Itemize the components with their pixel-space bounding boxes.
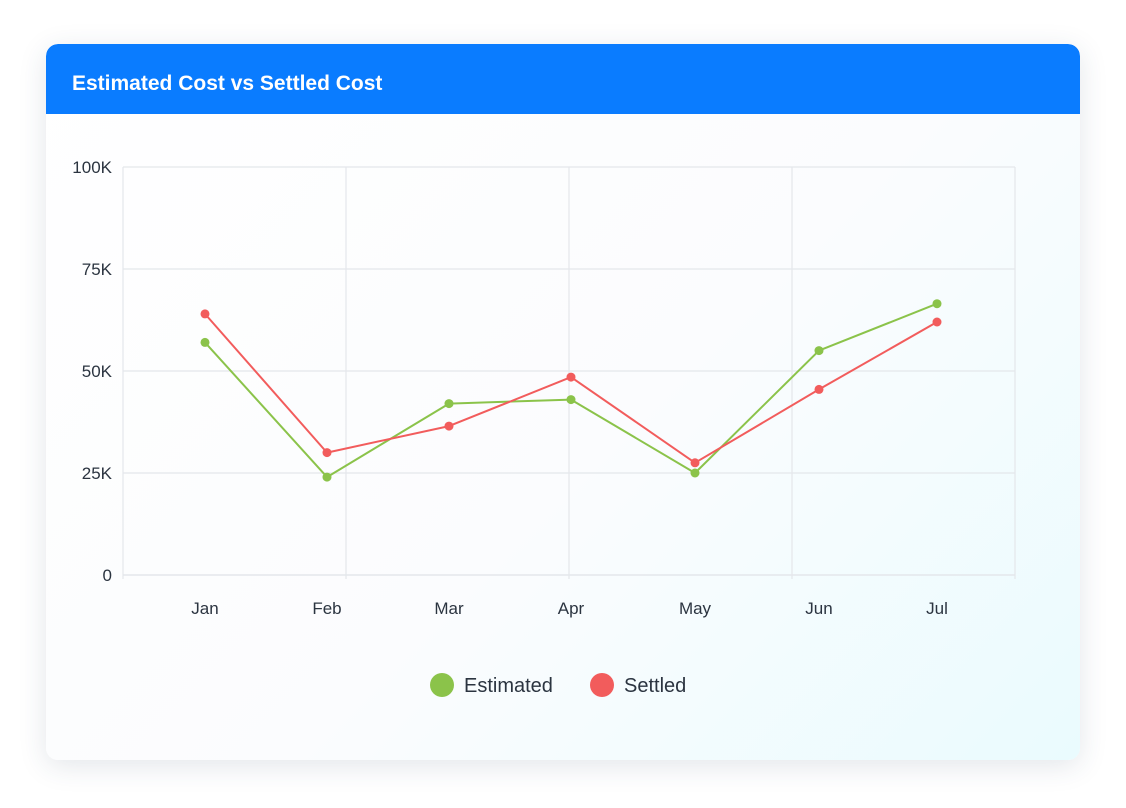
settled-point[interactable]: [690, 458, 700, 468]
legend-label: Settled: [624, 675, 686, 697]
estimated-point[interactable]: [690, 468, 700, 478]
x-tick-label: Apr: [558, 599, 585, 618]
settled-point[interactable]: [814, 384, 824, 394]
estimated-point[interactable]: [444, 399, 454, 409]
x-tick-label: Jun: [805, 599, 832, 618]
x-tick-label: Jan: [191, 599, 218, 618]
y-tick-label: 0: [103, 566, 112, 585]
x-tick-label: May: [679, 599, 712, 618]
chart-title: Estimated Cost vs Settled Cost: [72, 72, 383, 95]
settled-point[interactable]: [444, 421, 454, 431]
y-axis: 0 25K 50K 75K 100K: [72, 158, 112, 585]
y-tick-label: 25K: [82, 464, 113, 483]
settled-point[interactable]: [932, 317, 942, 327]
estimated-point[interactable]: [932, 299, 942, 309]
y-tick-label: 75K: [82, 260, 113, 279]
settled-point[interactable]: [566, 372, 576, 382]
legend[interactable]: Estimated Settled: [430, 673, 686, 697]
settled-point[interactable]: [200, 309, 210, 319]
settled-point[interactable]: [322, 448, 332, 458]
line-chart: 0 25K 50K 75K 100K Jan Feb Mar Apr May Jun Jul Est…: [72, 158, 1016, 697]
estimated-point[interactable]: [814, 346, 824, 356]
card-header: Estimated Cost vs Settled Cost: [46, 44, 1080, 114]
legend-item-estimated[interactable]: Estimated: [430, 673, 553, 697]
estimated-point[interactable]: [200, 337, 210, 347]
x-tick-label: Feb: [312, 599, 341, 618]
legend-swatch: [430, 673, 454, 697]
estimated-line: [204, 302, 938, 479]
x-tick-label: Mar: [434, 599, 464, 618]
legend-label: Estimated: [464, 675, 553, 697]
y-tick-label: 50K: [82, 362, 113, 381]
settled-line: [204, 313, 938, 464]
chart-card: Estimated Cost vs Settled Cost 0 25K 50K 75…: [46, 44, 1080, 760]
x-tick-label: Jul: [926, 599, 948, 618]
series: [200, 299, 942, 482]
estimated-point[interactable]: [566, 395, 576, 405]
legend-swatch: [590, 673, 614, 697]
estimated-point[interactable]: [322, 472, 332, 482]
x-axis: Jan Feb Mar Apr May Jun Jul: [191, 599, 948, 618]
legend-item-settled[interactable]: Settled: [590, 673, 686, 697]
grid: [122, 166, 1016, 579]
y-tick-label: 100K: [72, 158, 112, 177]
